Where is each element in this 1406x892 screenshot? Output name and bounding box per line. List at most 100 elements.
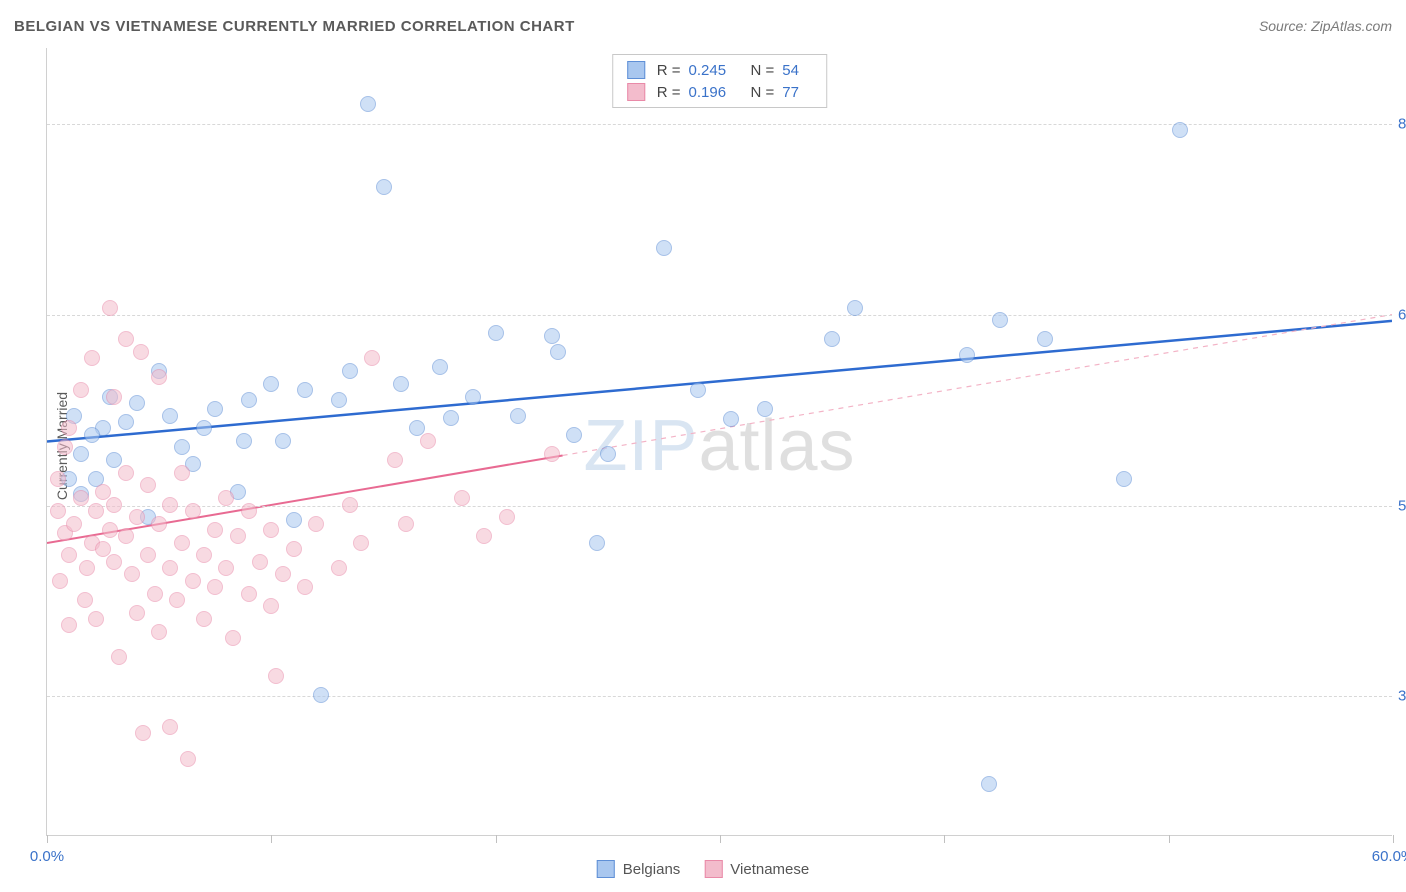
data-point xyxy=(84,427,100,443)
data-point xyxy=(162,560,178,576)
data-point xyxy=(102,522,118,538)
data-point xyxy=(73,446,89,462)
data-point xyxy=(129,605,145,621)
data-point xyxy=(757,401,773,417)
data-point xyxy=(133,344,149,360)
data-point xyxy=(353,535,369,551)
data-point xyxy=(102,300,118,316)
data-point xyxy=(360,96,376,112)
data-point xyxy=(992,312,1008,328)
data-point xyxy=(252,554,268,570)
trend-line-dashed xyxy=(563,315,1392,456)
data-point xyxy=(364,350,380,366)
data-point xyxy=(50,503,66,519)
legend-swatch xyxy=(597,860,615,878)
legend-swatch xyxy=(627,83,645,101)
watermark-part1: ZIP xyxy=(583,406,698,486)
data-point xyxy=(275,566,291,582)
x-tick xyxy=(496,835,497,843)
x-tick xyxy=(720,835,721,843)
data-point xyxy=(263,522,279,538)
data-point xyxy=(1037,331,1053,347)
data-point xyxy=(106,389,122,405)
stat-r-value: 0.196 xyxy=(689,84,739,101)
data-point xyxy=(135,725,151,741)
data-point xyxy=(847,300,863,316)
data-point xyxy=(207,579,223,595)
data-point xyxy=(981,776,997,792)
data-point xyxy=(544,328,560,344)
data-point xyxy=(174,535,190,551)
data-point xyxy=(196,547,212,563)
chart-title: BELGIAN VS VIETNAMESE CURRENTLY MARRIED … xyxy=(14,18,575,35)
data-point xyxy=(723,411,739,427)
data-point xyxy=(241,503,257,519)
data-point xyxy=(313,687,329,703)
data-point xyxy=(162,719,178,735)
data-point xyxy=(544,446,560,462)
data-point xyxy=(174,465,190,481)
data-point xyxy=(196,611,212,627)
data-point xyxy=(118,414,134,430)
data-point xyxy=(387,452,403,468)
data-point xyxy=(185,503,201,519)
stats-legend-row: R =0.196N =77 xyxy=(613,81,827,103)
legend-swatch xyxy=(704,860,722,878)
data-point xyxy=(61,420,77,436)
gridline-h xyxy=(47,124,1392,125)
data-point xyxy=(225,630,241,646)
data-point xyxy=(57,439,73,455)
data-point xyxy=(79,560,95,576)
stats-legend-row: R =0.245N =54 xyxy=(613,59,827,81)
stat-n-value: 54 xyxy=(782,62,812,79)
data-point xyxy=(286,541,302,557)
data-point xyxy=(151,369,167,385)
data-point xyxy=(77,592,93,608)
data-point xyxy=(180,751,196,767)
data-point xyxy=(297,579,313,595)
data-point xyxy=(432,359,448,375)
data-point xyxy=(61,617,77,633)
data-point xyxy=(151,624,167,640)
data-point xyxy=(510,408,526,424)
legend-label: Vietnamese xyxy=(730,861,809,878)
data-point xyxy=(174,439,190,455)
gridline-h xyxy=(47,696,1392,697)
data-point xyxy=(398,516,414,532)
data-point xyxy=(140,547,156,563)
data-point xyxy=(465,389,481,405)
data-point xyxy=(50,471,66,487)
data-point xyxy=(196,420,212,436)
data-point xyxy=(129,509,145,525)
data-point xyxy=(162,497,178,513)
x-tick xyxy=(1169,835,1170,843)
data-point xyxy=(454,490,470,506)
chart-header: BELGIAN VS VIETNAMESE CURRENTLY MARRIED … xyxy=(0,0,1406,42)
data-point xyxy=(207,401,223,417)
data-point xyxy=(263,598,279,614)
x-tick xyxy=(47,835,48,843)
plot-area: ZIPatlas R =0.245N =54R =0.196N =77 35.0… xyxy=(46,48,1392,836)
data-point xyxy=(488,325,504,341)
data-point xyxy=(66,516,82,532)
watermark: ZIPatlas xyxy=(583,405,855,487)
data-point xyxy=(140,477,156,493)
data-point xyxy=(61,547,77,563)
data-point xyxy=(73,382,89,398)
data-point xyxy=(151,516,167,532)
data-point xyxy=(88,503,104,519)
data-point xyxy=(656,240,672,256)
stat-r-label: R = xyxy=(657,84,681,101)
data-point xyxy=(111,649,127,665)
data-point xyxy=(1172,122,1188,138)
data-point xyxy=(443,410,459,426)
legend-label: Belgians xyxy=(623,861,681,878)
data-point xyxy=(376,179,392,195)
data-point xyxy=(308,516,324,532)
watermark-part2: atlas xyxy=(698,406,855,486)
data-point xyxy=(230,528,246,544)
data-point xyxy=(241,392,257,408)
data-point xyxy=(106,497,122,513)
data-point xyxy=(393,376,409,392)
data-point xyxy=(162,408,178,424)
